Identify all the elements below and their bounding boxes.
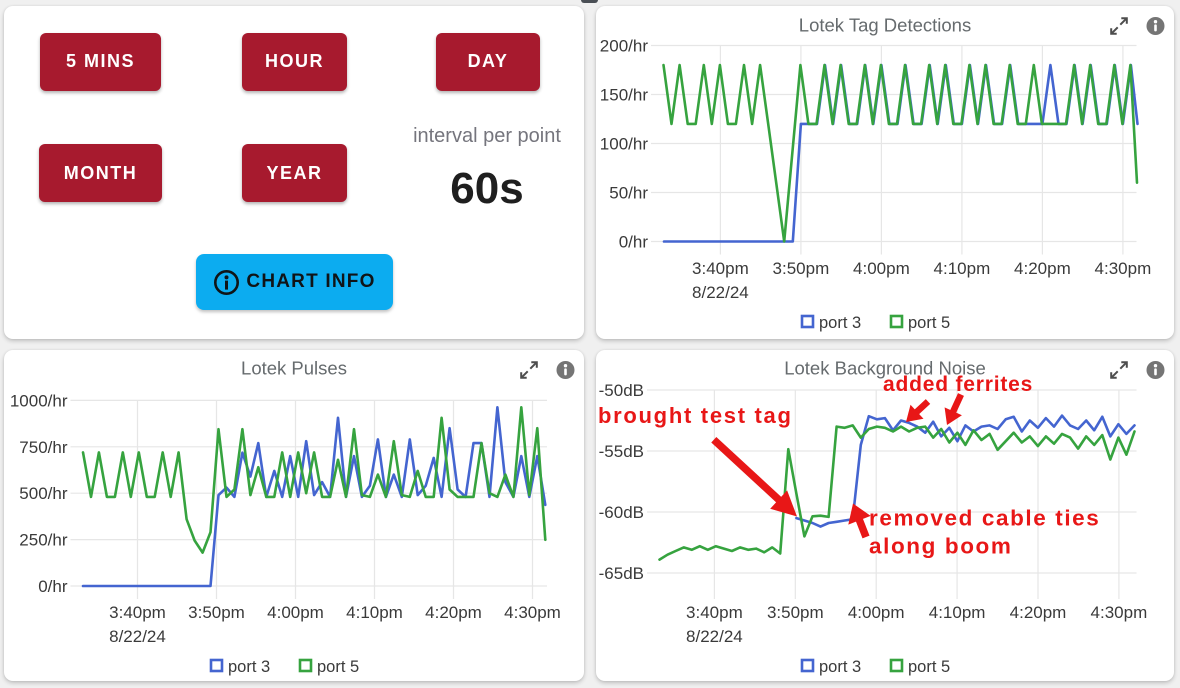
svg-text:3:50pm: 3:50pm [773, 259, 830, 278]
svg-text:50/hr: 50/hr [609, 184, 648, 203]
svg-text:100/hr: 100/hr [600, 135, 649, 154]
svg-text:added ferrites: added ferrites [883, 373, 1033, 396]
svg-text:150/hr: 150/hr [600, 86, 649, 105]
svg-text:3:50pm: 3:50pm [188, 603, 245, 622]
svg-text:8/22/24: 8/22/24 [109, 627, 166, 646]
svg-text:4:10pm: 4:10pm [346, 603, 403, 622]
svg-text:-55dB: -55dB [599, 442, 644, 461]
svg-text:4:30pm: 4:30pm [1091, 603, 1148, 622]
svg-text:3:50pm: 3:50pm [767, 603, 824, 622]
svg-text:8/22/24: 8/22/24 [686, 627, 743, 646]
svg-text:port 5: port 5 [908, 314, 950, 332]
svg-text:4:00pm: 4:00pm [848, 603, 905, 622]
svg-text:750/hr: 750/hr [19, 438, 68, 457]
svg-text:Lotek Background Noise: Lotek Background Noise [784, 358, 986, 379]
svg-text:200/hr: 200/hr [600, 37, 649, 56]
svg-text:3:40pm: 3:40pm [109, 603, 166, 622]
svg-text:3:40pm: 3:40pm [692, 259, 749, 278]
svg-text:port 5: port 5 [908, 658, 950, 676]
svg-text:port 3: port 3 [228, 658, 270, 676]
svg-text:8/22/24: 8/22/24 [692, 283, 749, 302]
svg-text:4:00pm: 4:00pm [267, 603, 324, 622]
svg-text:4:30pm: 4:30pm [504, 603, 561, 622]
svg-text:4:00pm: 4:00pm [853, 259, 910, 278]
svg-text:4:20pm: 4:20pm [1014, 259, 1071, 278]
svg-text:3:40pm: 3:40pm [686, 603, 743, 622]
svg-text:500/hr: 500/hr [19, 484, 68, 503]
svg-text:port 5: port 5 [317, 658, 359, 676]
svg-text:4:10pm: 4:10pm [934, 259, 991, 278]
svg-text:removed cable ties: removed cable ties [869, 506, 1100, 531]
svg-text:port 3: port 3 [819, 314, 861, 332]
svg-text:1000/hr: 1000/hr [10, 391, 68, 410]
svg-text:-50dB: -50dB [599, 381, 644, 400]
svg-text:Lotek Pulses: Lotek Pulses [241, 358, 347, 379]
svg-text:Lotek Tag Detections: Lotek Tag Detections [799, 15, 971, 36]
svg-text:4:20pm: 4:20pm [1010, 603, 1067, 622]
svg-text:4:30pm: 4:30pm [1095, 259, 1152, 278]
svg-text:along boom: along boom [869, 534, 1013, 559]
svg-text:-65dB: -65dB [599, 564, 644, 583]
svg-text:-60dB: -60dB [599, 503, 644, 522]
svg-text:0/hr: 0/hr [38, 577, 68, 596]
svg-text:4:10pm: 4:10pm [929, 603, 986, 622]
svg-text:brought test tag: brought test tag [598, 403, 793, 428]
svg-text:port 3: port 3 [819, 658, 861, 676]
svg-text:250/hr: 250/hr [19, 531, 68, 550]
svg-text:0/hr: 0/hr [619, 233, 649, 252]
svg-text:4:20pm: 4:20pm [425, 603, 482, 622]
